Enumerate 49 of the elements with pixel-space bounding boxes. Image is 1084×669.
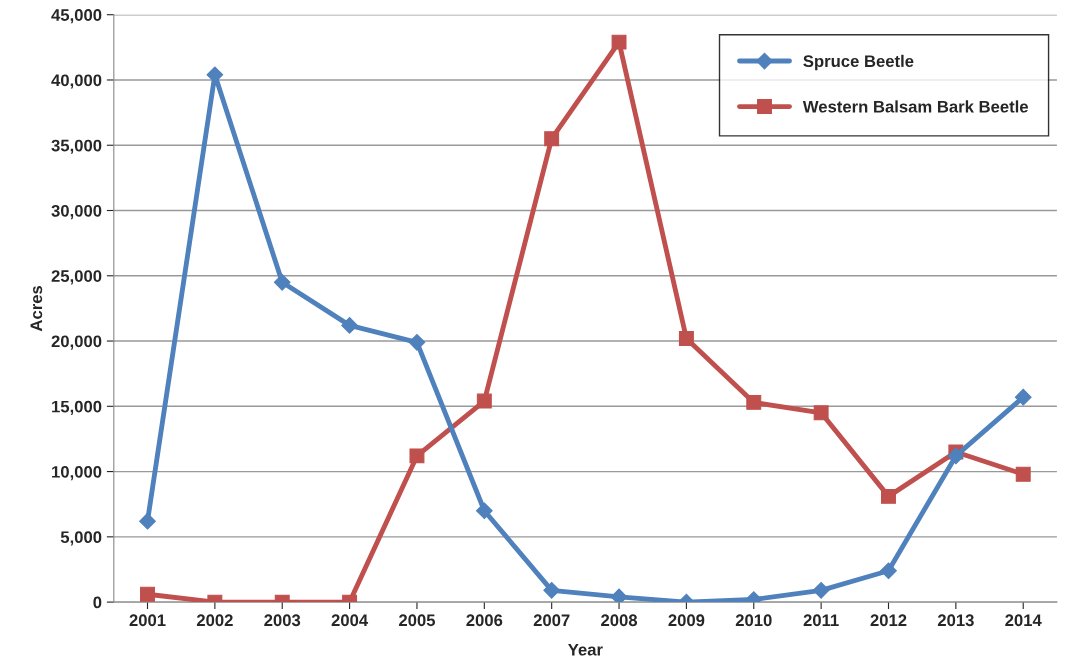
y-tick-label: 45,000 (51, 9, 102, 24)
point (409, 448, 425, 464)
point (611, 34, 627, 50)
legend-label: Spruce Beetle (803, 54, 914, 71)
point (881, 488, 896, 504)
point (880, 562, 897, 580)
point (812, 581, 830, 599)
y-tick-label: 25,000 (51, 270, 102, 285)
x-axis-title: Year (568, 643, 603, 656)
y-tick-label: 30,000 (51, 204, 102, 220)
x-tick-label: 2006 (466, 614, 503, 627)
x-tick-label: 2012 (870, 614, 907, 627)
x-tick-label: 2002 (196, 614, 233, 627)
point (408, 333, 426, 351)
y-tick-label: 40,000 (51, 74, 102, 89)
x-tick-label: 2001 (129, 614, 166, 627)
y-tick-label: 0 (93, 596, 102, 609)
x-tick-label: 2004 (331, 614, 369, 627)
x-tick-label: 2008 (601, 614, 638, 627)
point (610, 588, 628, 603)
point (544, 131, 560, 147)
point (746, 394, 762, 410)
y-tick-label: 10,000 (52, 465, 102, 481)
point (139, 512, 156, 530)
y-tick-label: 15,000 (52, 400, 102, 415)
point (273, 273, 291, 291)
point (1014, 388, 1032, 406)
point (678, 330, 694, 346)
x-tick-label: 2010 (735, 614, 772, 627)
y-tick-label: 20,000 (51, 335, 102, 350)
y-tick-label: 5,000 (60, 531, 102, 546)
point (140, 586, 155, 602)
x-tick-label: 2003 (264, 614, 301, 627)
point (543, 581, 561, 599)
point (947, 447, 965, 465)
point (476, 393, 492, 409)
point (1015, 466, 1031, 482)
y-axis-title: Acres (30, 285, 43, 332)
point (341, 317, 358, 334)
x-tick-label: 2009 (668, 614, 705, 627)
legend-label: Western Balsam Bark Beetle (802, 100, 1029, 113)
x-tick-label: 2005 (398, 614, 436, 627)
point (475, 502, 493, 520)
x-tick-label: 2007 (533, 614, 570, 627)
x-tick-label: 2014 (1005, 614, 1042, 627)
x-tick-label: 2013 (937, 614, 974, 627)
x-tick-label: 2011 (803, 614, 839, 627)
y-tick-label: 35,000 (51, 139, 102, 154)
point (813, 405, 829, 421)
